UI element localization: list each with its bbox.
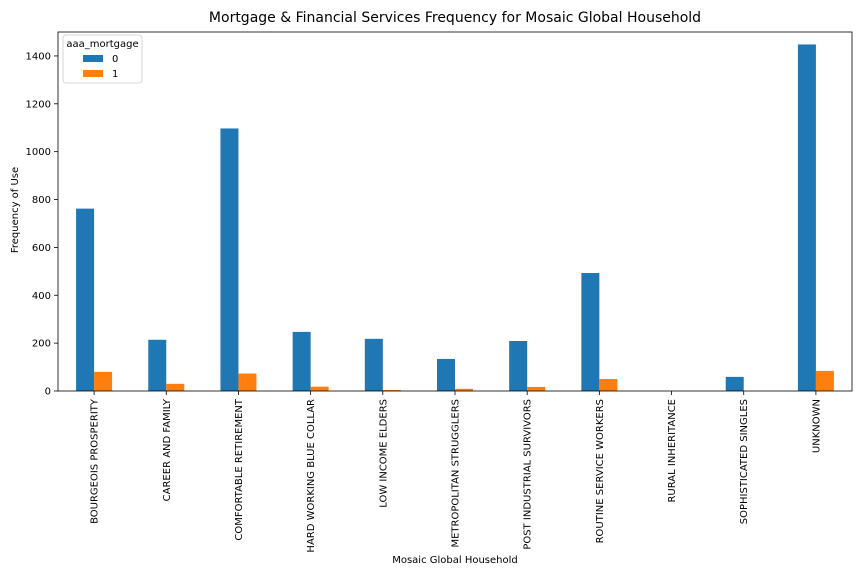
y-tick-label-7: 1400 [26, 51, 51, 62]
bar-1-2 [238, 373, 257, 391]
x-tick-label-6: POST INDUSTRIAL SURVIVORS [523, 399, 534, 550]
x-axis: BOURGEOIS PROSPERITY CAREER AND FAMILY COM… [90, 391, 822, 553]
bar-1-7 [599, 379, 618, 391]
bar-1-0 [94, 371, 113, 391]
legend: aaa_mortgage 0 1 [62, 34, 143, 84]
y-tick-label-6: 1200 [26, 99, 51, 110]
x-tick-label-8: RURAL INHERITANCE [667, 399, 678, 503]
y-tick-label-1: 200 [32, 339, 51, 350]
x-axis-title: Mosaic Global Household [392, 555, 518, 566]
y-tick-label-3: 600 [32, 243, 51, 254]
x-tick-label-2: COMFORTABLE RETIREMENT [234, 398, 245, 540]
y-tick-label-2: 400 [32, 291, 51, 302]
legend-swatch-1 [83, 70, 103, 77]
x-tick-label-4: LOW INCOME ELDERS [378, 399, 389, 508]
plot-area [57, 31, 853, 392]
bar-0-6 [509, 340, 528, 391]
bar-0-3 [292, 331, 311, 391]
legend-label-0: 0 [112, 54, 118, 65]
x-tick-label-7: ROUTINE SERVICE WORKERS [595, 399, 606, 543]
x-tick-label-0: BOURGEOIS PROSPERITY [90, 398, 101, 524]
bar-0-10 [797, 44, 816, 391]
y-tick-label-0: 0 [45, 387, 51, 398]
legend-swatch-0 [83, 55, 103, 62]
x-tick-label-10: UNKNOWN [811, 399, 822, 453]
bar-0-5 [437, 358, 455, 391]
chart-title: Mortgage & Financial Services Frequency … [209, 10, 701, 26]
bar-0-2 [220, 128, 239, 391]
plot-frame [57, 31, 853, 392]
x-tick-label-1: CAREER AND FAMILY [162, 398, 173, 501]
bar-1-5 [455, 388, 473, 391]
y-tick-label-5: 1000 [26, 147, 51, 158]
x-tick-label-9: SOPHISTICATED SINGLES [739, 399, 750, 524]
legend-label-1: 1 [112, 69, 118, 80]
legend-title: aaa_mortgage [66, 39, 138, 50]
y-axis: 0 200 400 600 800 1000 1200 1400 [26, 51, 58, 398]
bar-0-0 [76, 208, 95, 391]
bar-1-3 [310, 386, 329, 391]
bar-1-1 [166, 383, 185, 391]
y-axis-title: Frequency of Use [10, 167, 21, 253]
x-tick-label-5: METROPOLITAN STRUGGLERS [451, 399, 462, 548]
bar-1-4 [382, 390, 401, 391]
x-tick-label-3: HARD WORKING BLUE COLLAR [306, 399, 317, 553]
bar-0-4 [364, 338, 383, 391]
bar-0-7 [581, 273, 600, 391]
bar-1-6 [527, 386, 546, 391]
bar-0-9 [725, 376, 744, 391]
bar-0-1 [148, 339, 167, 391]
y-tick-label-4: 800 [32, 195, 51, 206]
bar-1-10 [815, 370, 834, 391]
